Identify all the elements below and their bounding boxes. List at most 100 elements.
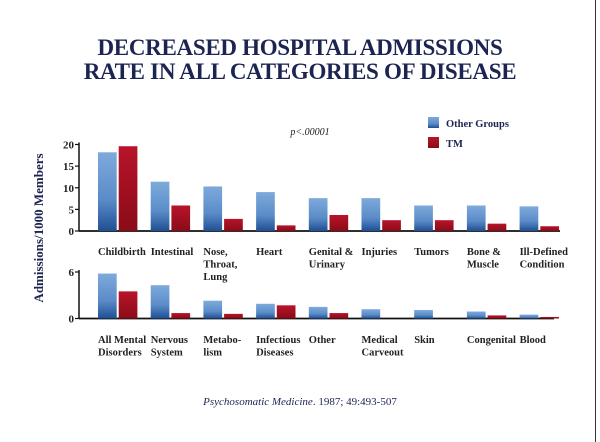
x-category-label-line: Carveout [362,348,404,359]
bar-tm-1 [171,205,191,231]
citation-details: . 1987; 49:493-507 [312,396,397,408]
x-category-label: Ill-Defined Condition [520,247,569,271]
x-category-label: Metabo-lism [203,335,241,359]
x-category-label-line: Skin [414,335,435,346]
x-category-label-line: Diseases [256,348,293,359]
x-category-label-line: Urinary [309,260,346,271]
p-value-annotation: p<.00001 [289,127,329,138]
x-category-label-line: Blood [520,335,546,346]
bar-panel-1: 0 5 10 15 20 Childbirth Intestinal Nose, Throat,… [63,140,568,284]
legend-swatch-other-groups [428,117,439,128]
bar-other-groups-7 [466,311,486,319]
x-category-label-line: Lung [203,272,228,283]
citation: Psychosomatic Medicine. 1987; 49:493-507 [0,396,600,408]
y-tick-label: 6 [69,267,75,279]
bar-tm-6 [434,220,454,231]
x-category-label-line: Nervous [151,335,188,346]
x-category-label-line: Infectious [256,335,300,346]
x-category-label-line: Condition [520,260,565,271]
x-category-label-line: Ill-Defined [520,247,569,258]
x-category-label-line: All Mental [98,335,146,346]
x-category-label: Bone & Muscle [467,247,501,271]
x-category-label: Intestinal [151,247,194,258]
x-category-label-line: Heart [256,247,283,258]
x-category-label: Congenital [467,335,516,346]
bar-other-groups-5 [361,309,381,319]
x-category-label: All Mental Disorders [98,335,146,359]
x-category-label: Genital & Urinary [309,247,354,271]
x-category-label: Other [309,335,336,346]
bar-other-groups-3 [256,192,275,231]
citation-journal: Psychosomatic Medicine [203,396,313,408]
x-category-label-line: Genital & [309,247,354,258]
legend-swatch-tm [428,137,439,148]
x-category-label-line: System [151,348,183,359]
x-category-label: Medical Carveout [362,335,404,359]
x-category-label: Injuries [362,247,398,258]
x-category-label-line: Nose, [203,247,228,258]
x-category-label: Nose, Throat, Lung [203,247,237,283]
bar-other-groups-4 [308,198,328,231]
bar-tm-3 [276,305,296,319]
bar-tm-4 [329,313,349,319]
x-category-label-line: Other [309,335,336,346]
bar-tm-2 [224,218,243,231]
y-tick-label: 15 [63,161,75,173]
x-category-label: Heart [256,247,283,258]
bar-tm-7 [487,223,507,231]
x-category-label-line: Throat, [203,260,237,271]
bar-tm-4 [329,214,349,231]
y-tick-label: 0 [69,226,75,238]
legend-label-tm: TM [446,139,463,150]
bar-tm-8 [540,316,559,319]
bar-other-groups-2 [203,300,223,319]
legend-label-other-groups: Other Groups [446,119,509,130]
chart-title-line-1: DECREASED HOSPITAL ADMISSIONS [97,35,503,60]
bar-other-groups-0 [98,152,117,231]
x-category-label-line: Childbirth [98,247,146,258]
x-category-label: Blood [520,335,546,346]
x-category-label-line: Tumors [414,247,449,258]
bar-other-groups-7 [466,205,486,231]
x-category-label: Tumors [414,247,449,258]
bar-other-groups-6 [414,205,433,231]
x-category-label-line: Bone & [467,247,501,258]
bar-other-groups-3 [256,303,275,319]
bar-tm-0 [118,146,138,231]
x-category-label-line: Metabo- [203,335,241,346]
x-category-label-line: lism [203,348,222,359]
x-category-label: Infectious Diseases [256,335,300,359]
bar-tm-1 [171,313,191,319]
x-category-label-line: Medical [362,335,398,346]
bar-other-groups-1 [150,181,170,231]
y-tick-label: 5 [69,204,75,216]
bar-other-groups-0 [98,273,117,319]
x-category-label-line: Muscle [467,260,499,271]
bar-tm-7 [487,315,507,319]
bar-other-groups-1 [150,285,170,319]
y-tick-label: 0 [69,314,75,326]
x-category-label-line: Intestinal [151,247,194,258]
x-category-label: Nervous System [151,335,188,359]
chart-title-line-2: RATE IN ALL CATEGORIES OF DISEASE [83,59,517,84]
bar-tm-3 [276,225,296,231]
y-tick-label: 10 [63,183,75,195]
bar-other-groups-2 [203,186,223,231]
bar-other-groups-5 [361,198,381,231]
bar-other-groups-6 [414,309,433,319]
y-axis-label: Admissions/1000 Members [31,153,46,302]
bar-tm-5 [382,220,401,231]
bar-tm-2 [224,313,243,319]
x-category-label-line: Injuries [362,247,398,258]
bar-tm-0 [118,291,138,319]
bar-tm-8 [540,226,559,231]
bar-other-groups-4 [308,306,328,319]
legend: Other Groups TM [428,117,509,150]
bar-panel-2: 0 6 All Mental Disorders Nervous System Metabo… [69,267,559,359]
y-tick-label: 20 [63,140,75,152]
x-category-label-line: Disorders [98,348,142,359]
x-category-label: Childbirth [98,247,146,258]
bar-other-groups-8 [519,314,539,319]
x-category-label: Skin [414,335,435,346]
